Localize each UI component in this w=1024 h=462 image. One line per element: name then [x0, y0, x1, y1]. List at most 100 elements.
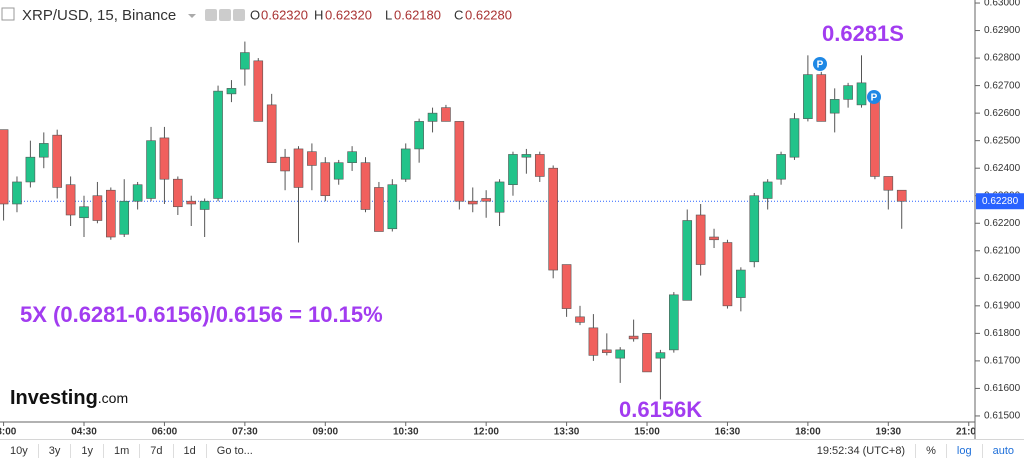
candle-body: [615, 349, 626, 359]
candle-body: [119, 200, 130, 235]
candle-body: [816, 74, 827, 122]
candle-body: [52, 134, 62, 188]
log-toggle[interactable]: log: [947, 444, 983, 458]
candle-body: [722, 242, 733, 307]
ohlc-value: 0.62180: [394, 7, 441, 22]
y-tick-label: 0.63000: [984, 0, 1021, 9]
ohlc-label: H: [314, 7, 323, 22]
candle-body: [65, 184, 76, 216]
ohlc-value: 0.62320: [261, 7, 308, 22]
candle-body: [253, 60, 264, 122]
candle-body: [0, 129, 9, 205]
candle-body: [789, 118, 800, 158]
x-tick-label: 16:30: [715, 427, 741, 438]
event-marker[interactable]: P: [867, 90, 881, 104]
candle-body: [293, 148, 304, 188]
ohlc-label: C: [454, 7, 463, 22]
x-tick-label: 12:00: [473, 427, 499, 438]
candle-body: [669, 294, 679, 351]
candle-body: [548, 167, 558, 271]
close-icon[interactable]: [233, 9, 245, 21]
candle-body: [12, 181, 22, 205]
symbol-icon[interactable]: [1, 7, 15, 21]
x-tick-label: 09:00: [313, 427, 339, 438]
candle-body: [427, 112, 438, 122]
x-tick-label: 15:00: [634, 427, 660, 438]
last-price-box: [976, 193, 1024, 210]
candle-body: [186, 200, 197, 205]
candle-body: [240, 52, 250, 70]
annotations: 0.6281S 0.6156K 5X (0.6281-0.6156)/0.615…: [20, 21, 904, 422]
candle-body: [508, 154, 518, 186]
candle-body: [226, 88, 237, 95]
candle-body: [467, 200, 478, 205]
x-tick-label: 03:00: [0, 427, 17, 438]
marker-circle[interactable]: [867, 90, 881, 104]
y-tick-label: 0.62200: [984, 218, 1021, 229]
clock: 19:52:34 (UTC+8): [807, 444, 917, 458]
marker-label: P: [817, 60, 824, 71]
range-button[interactable]: 1m: [104, 444, 141, 458]
y-tick-label: 0.61500: [984, 411, 1021, 422]
candle-body: [642, 333, 652, 373]
candle-body: [736, 269, 746, 298]
x-tick-label: 04:30: [71, 427, 97, 438]
candle-body: [628, 335, 639, 340]
candle-body: [199, 200, 210, 210]
range-button[interactable]: 3y: [39, 444, 72, 458]
range-button[interactable]: 7d: [140, 444, 174, 458]
auto-toggle[interactable]: auto: [992, 445, 1014, 457]
range-button[interactable]: 1y: [71, 444, 104, 458]
candle-body: [92, 195, 103, 221]
candle-body: [266, 104, 277, 163]
candle-body: [856, 82, 867, 106]
candle-body: [870, 99, 880, 177]
plot: 03:00 04:30 06:00 07:30 09:00 10:30 12:00 13:30…: [0, 41, 982, 438]
candle-body: [387, 184, 398, 230]
chart-title: XRP/USD, 15, Binance: [22, 7, 176, 24]
candle-body: [79, 206, 89, 219]
annotation: 0.6156K: [619, 397, 702, 422]
chart: 03:00 04:30 06:00 07:30 09:00 10:30 12:00 13:30…: [0, 0, 1024, 439]
range-button[interactable]: 1d: [174, 444, 207, 458]
y-tick-label: 0.61700: [984, 356, 1021, 367]
y-tick-label: 0.61600: [984, 383, 1021, 394]
candle-body: [106, 189, 116, 238]
y-tick-label: 0.62700: [984, 80, 1021, 91]
candle-body: [400, 148, 411, 180]
event-marker[interactable]: P: [813, 57, 827, 71]
x-tick-label: 21:00: [956, 427, 982, 438]
settings-icon[interactable]: [219, 9, 231, 21]
ohlc-header: O 0.62320 H 0.62320 L 0.62180 C 0.62280: [250, 7, 512, 22]
candle-body: [561, 264, 572, 309]
x-tick-label: 13:30: [554, 427, 580, 438]
range-button[interactable]: 10y: [0, 444, 39, 458]
ohlc-label: L: [385, 7, 392, 22]
candle-body: [803, 74, 813, 119]
y-tick-label: 0.62600: [984, 108, 1021, 119]
x-tick-label: 18:00: [795, 427, 821, 438]
candle-body: [320, 162, 331, 197]
candle-body: [374, 187, 384, 232]
candle-body: [159, 137, 170, 180]
candle-body: [602, 349, 612, 353]
eye-icon[interactable]: [205, 9, 217, 21]
dropdown[interactable]: [188, 14, 196, 18]
annotation: 5X (0.6281-0.6156)/0.6156 = 10.15%: [20, 302, 383, 327]
y-tick-label: 0.62900: [984, 25, 1021, 36]
logo: Investing.com: [10, 387, 128, 409]
logo-name: Investing: [10, 387, 98, 409]
candle-body: [454, 121, 465, 202]
candle-body: [132, 184, 143, 202]
candle-body: [307, 151, 317, 166]
candle-body: [883, 176, 894, 191]
candle-body: [776, 154, 786, 180]
candle-body: [588, 327, 599, 356]
candle-body: [213, 90, 223, 199]
y-tick-label: 0.62500: [984, 135, 1021, 146]
goto-button[interactable]: Go to...: [216, 445, 253, 457]
marker-circle[interactable]: [813, 57, 827, 71]
candle-body: [38, 143, 49, 158]
percent-toggle[interactable]: %: [916, 444, 947, 458]
candle-body: [682, 220, 693, 301]
